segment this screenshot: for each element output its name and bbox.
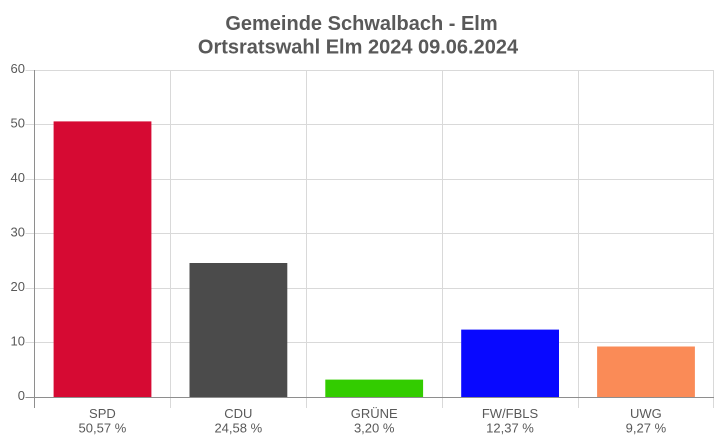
svg-text:12,37 %: 12,37 %	[486, 420, 534, 435]
svg-text:Ortsratswahl Elm 2024 09.06.20: Ortsratswahl Elm 2024 09.06.2024	[198, 37, 519, 59]
svg-text:0: 0	[18, 388, 25, 403]
svg-text:40: 40	[11, 170, 25, 185]
svg-text:20: 20	[11, 279, 25, 294]
svg-text:UWG: UWG	[630, 406, 662, 421]
svg-text:FW/FBLS: FW/FBLS	[482, 406, 539, 421]
svg-text:50: 50	[11, 115, 25, 130]
svg-text:3,20 %: 3,20 %	[354, 420, 395, 435]
svg-text:GRÜNE: GRÜNE	[351, 406, 398, 421]
svg-text:SPD: SPD	[89, 406, 116, 421]
svg-text:Gemeinde Schwalbach - Elm: Gemeinde Schwalbach - Elm	[225, 13, 497, 35]
svg-text:50,57 %: 50,57 %	[79, 420, 127, 435]
svg-text:CDU: CDU	[224, 406, 252, 421]
svg-text:30: 30	[11, 224, 25, 239]
svg-text:10: 10	[11, 333, 25, 348]
svg-text:60: 60	[11, 61, 25, 76]
svg-text:9,27 %: 9,27 %	[626, 420, 667, 435]
svg-text:24,58 %: 24,58 %	[214, 420, 262, 435]
